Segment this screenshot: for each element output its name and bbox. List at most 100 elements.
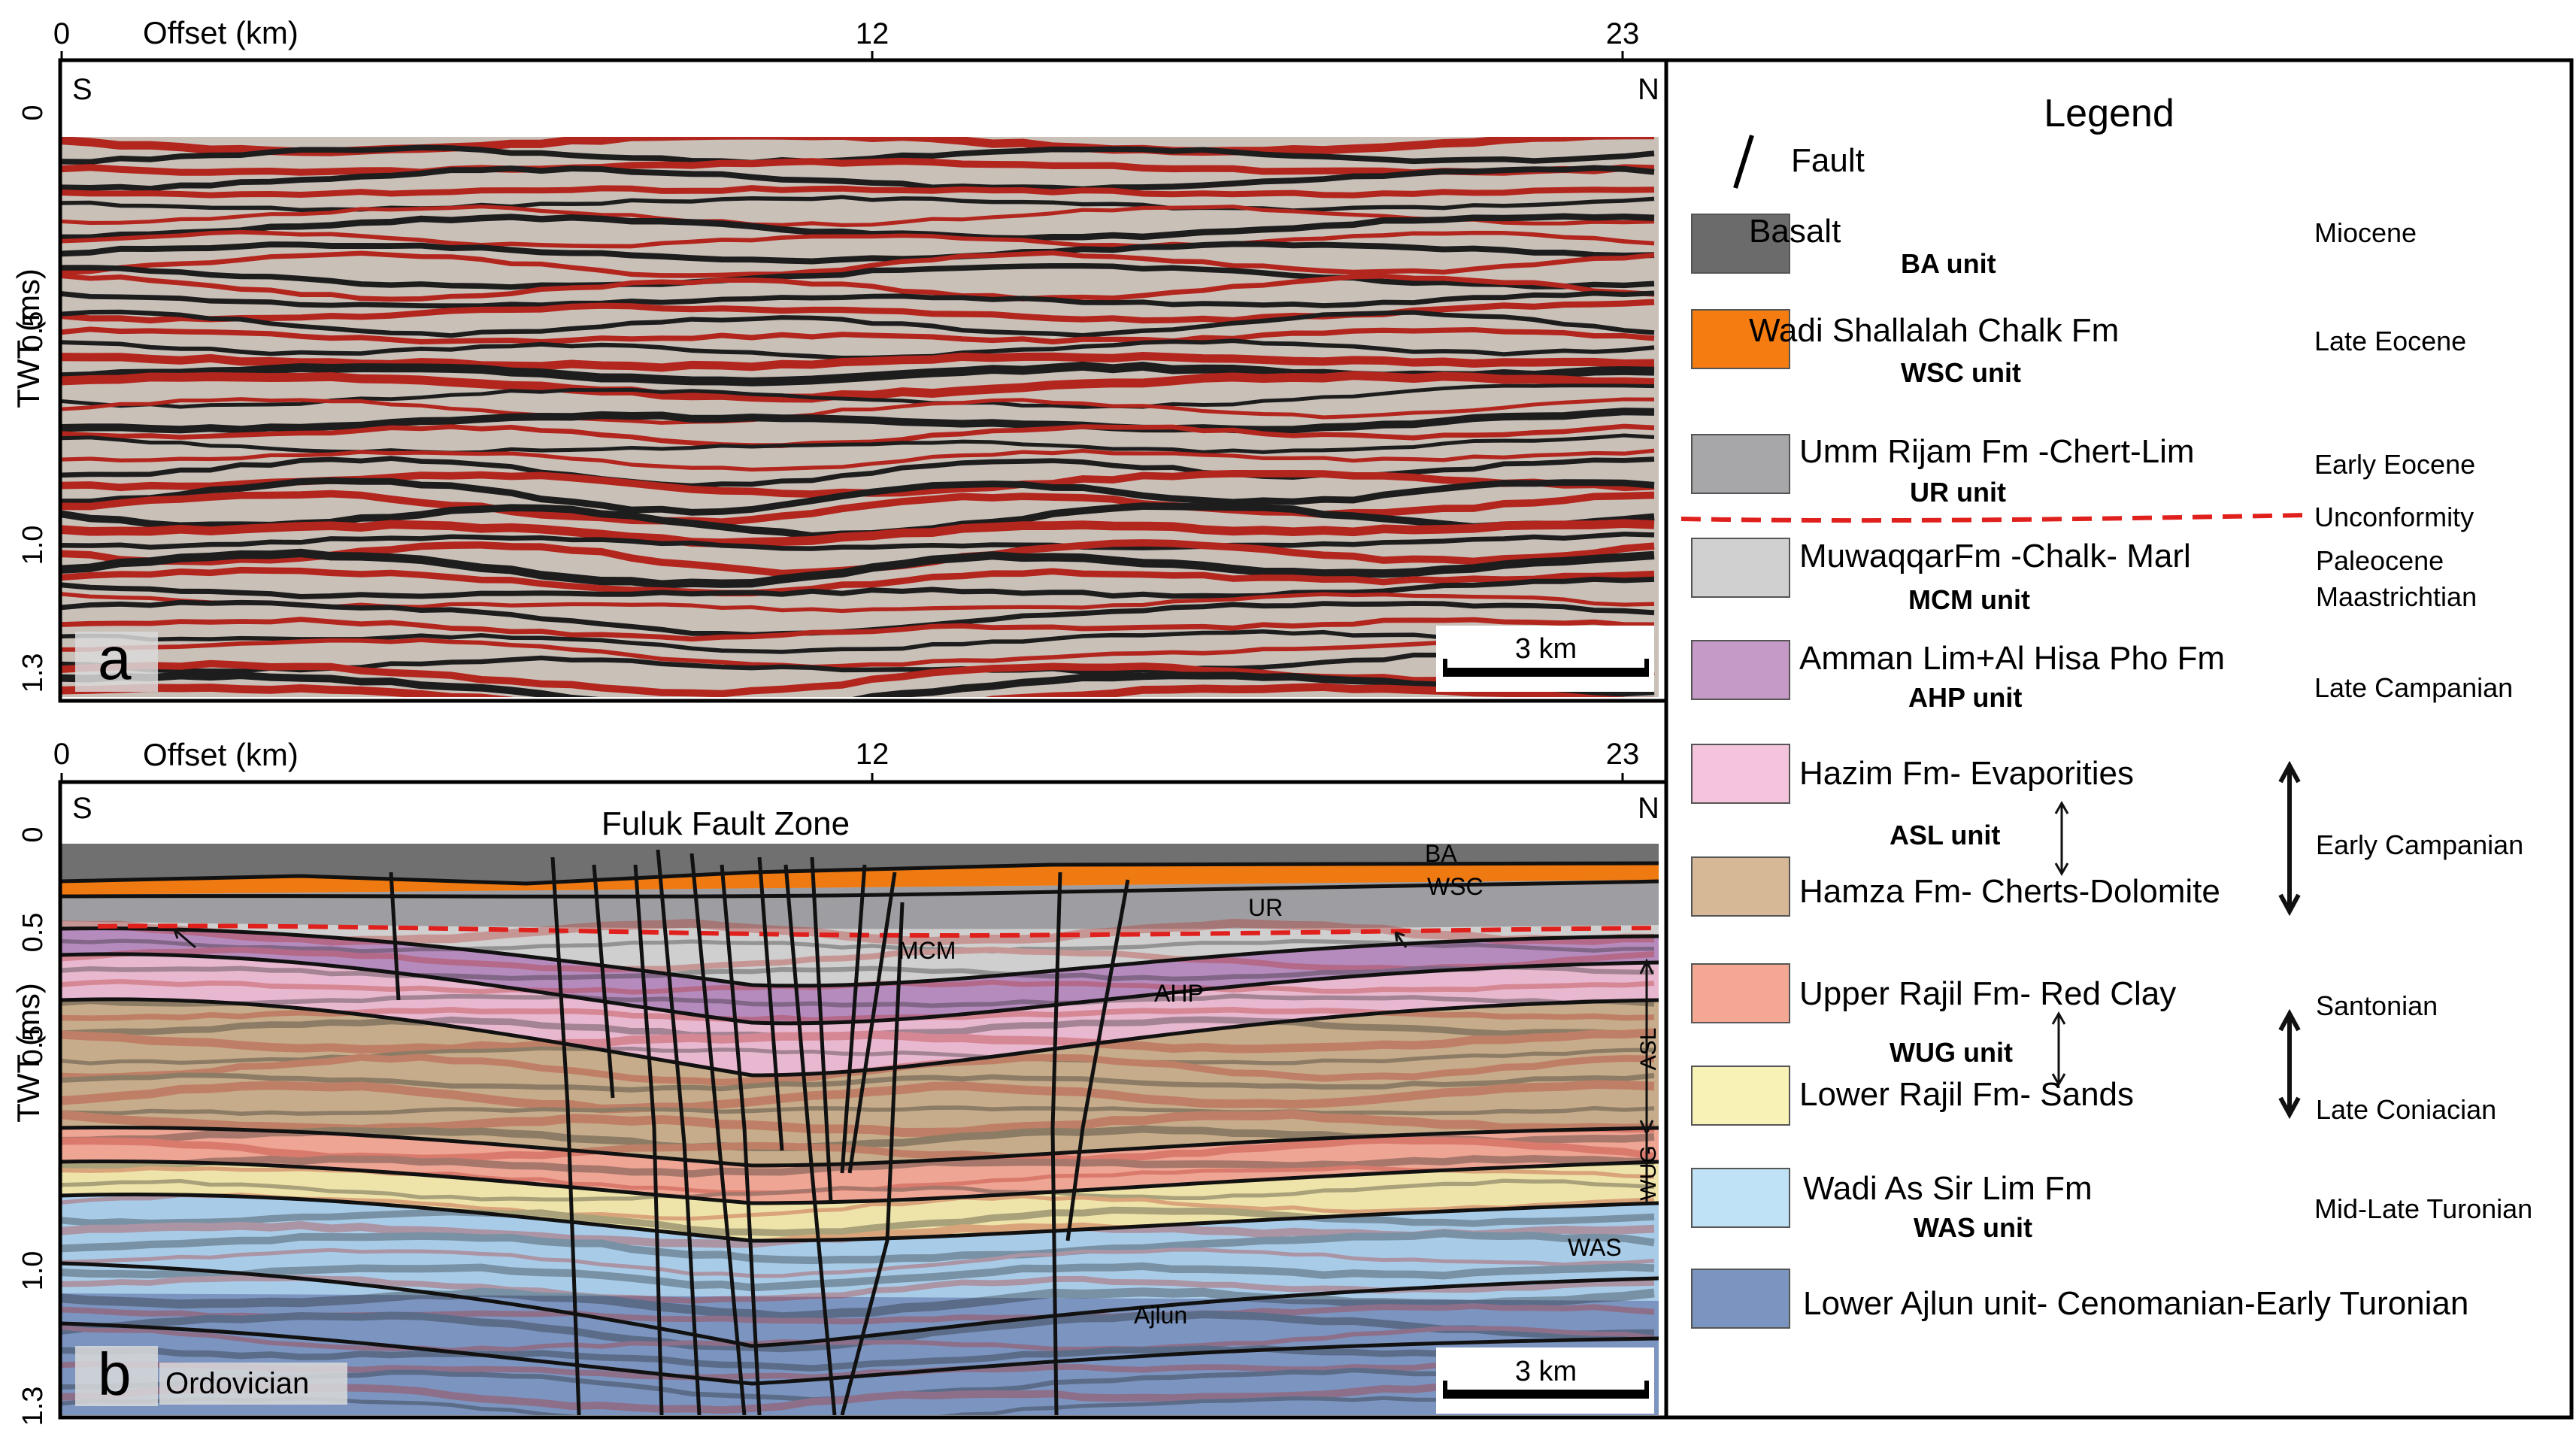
horizon-label-ur: UR <box>1248 894 1283 921</box>
seismic-reflector <box>60 309 1655 338</box>
horizon-upper-rajil-top <box>60 1125 1659 1168</box>
legend-item-wsc: Wadi Shallalah Chalk Fm WSC unit Late Eo… <box>1691 309 2466 388</box>
seismic-reflector <box>60 250 1655 278</box>
panel-b-letter: b <box>98 1341 132 1408</box>
fault <box>840 902 905 1415</box>
asl-side-label: ASL <box>1636 1028 1661 1071</box>
asl-legend-arrow <box>2054 800 2069 877</box>
panel-b: 0 Offset (km) 12 23 TWT (ms) 0 0.5 0.5 1… <box>11 737 1668 1426</box>
seismic-reflector <box>60 636 1655 669</box>
seismic-reflector <box>60 1165 1655 1195</box>
panel-b-tick-y-13: 1.3 <box>17 1387 49 1426</box>
panel-b-time-label: TWT (ms) <box>11 983 46 1123</box>
fault <box>840 864 867 1174</box>
legend-item-lower-rajil: Lower Rajil Fm- Sands <box>1691 1066 2134 1126</box>
legend-item-hazim: Hazim Fm- Evaporities <box>1691 744 2134 804</box>
panel-a-tick-y-13: 1.3 <box>17 653 49 693</box>
panel-b-title: Fuluk Fault Zone <box>602 805 850 842</box>
seismic-reflector <box>60 273 1655 302</box>
fault <box>810 856 833 1204</box>
legend-item-hamza: Hamza Fm- Cherts-Dolomite <box>1691 856 2220 917</box>
legend-swatch <box>1691 1168 1790 1228</box>
seismic-reflector <box>60 671 1655 697</box>
legend-swatch <box>1691 214 1790 274</box>
panel-a-time-label: TWT (ms) <box>11 268 46 408</box>
legend-item-name: Hazim Fm- Evaporities <box>1799 755 2134 792</box>
seismic-reflector <box>60 1154 1655 1178</box>
panel-b-scale-label: 3 km <box>1515 1356 1577 1387</box>
horizon-label-mcm: MCM <box>899 937 956 964</box>
wug-side-label: WUG <box>1636 1145 1661 1200</box>
horizon-label-ajlun: Ajlun <box>1134 1302 1187 1329</box>
legend-asl-unit: ASL unit <box>1890 820 2000 850</box>
seismic-reflector <box>60 241 1655 265</box>
panel-b-offset-label: Offset (km) <box>143 737 299 772</box>
panel-a-scale-bar <box>1444 668 1648 677</box>
seismic-reflector <box>60 1287 1655 1322</box>
legend-wug-age-top: Santonian <box>2316 990 2438 1021</box>
legend-item-name: Wadi Shallalah Chalk Fm <box>1749 312 2119 349</box>
horizon-ajlun-top <box>60 1261 1659 1348</box>
legend-item-ahp: Amman Lim+Al Hisa Pho Fm AHP unit Late C… <box>1691 640 2513 713</box>
seismic-reflector <box>60 477 1655 516</box>
legend-item-name: Amman Lim+Al Hisa Pho Fm <box>1799 640 2225 677</box>
seismic-reflector <box>60 213 1655 242</box>
legend-item-was: Wadi As Sir Lim Fm WAS unit Mid-Late Tur… <box>1691 1168 2532 1243</box>
horizon-wsc-base <box>60 879 1659 899</box>
panel-a-tick-y-10: 1.0 <box>17 526 49 565</box>
legend-item-name: Wadi As Sir Lim Fm <box>1803 1170 2093 1207</box>
panel-a-scale-label: 3 km <box>1515 633 1577 665</box>
panel-b-interpretation <box>60 844 1659 1415</box>
fault <box>592 864 615 1099</box>
seismic-reflector <box>60 1247 1655 1278</box>
panel-b-sky <box>60 782 1659 851</box>
panel-b-tick-y-0: 0 <box>17 826 49 842</box>
legend-asl-age: Early Campanian <box>2316 829 2523 860</box>
legend-swatch <box>1691 434 1790 494</box>
legend-item-unit: UR unit <box>1910 477 2006 508</box>
legend-item-name: Lower Rajil Fm- Sands <box>1799 1076 2134 1113</box>
legend-unconformity-line <box>1680 513 2309 523</box>
seismic-reflector <box>60 490 1655 526</box>
seismic-reflector <box>60 1136 1655 1164</box>
panel-b-tick-y-10: 1.0 <box>17 1251 49 1291</box>
seismic-reflector <box>60 165 1655 192</box>
seismic-reflector <box>60 185 1655 199</box>
seismic-reflector <box>60 617 1655 642</box>
panel-a-tick-x-23: 23 <box>1606 17 1640 50</box>
legend-item-ajlun: Lower Ajlun unit- Cenomanian-Early Turon… <box>1691 1269 2468 1329</box>
seismic-reflector <box>60 1028 1655 1054</box>
legend-item-age: Late Eocene <box>2314 326 2466 356</box>
horizon-hazim-base <box>60 997 1659 1078</box>
fault-legend-icon <box>1733 135 1754 189</box>
fault <box>656 849 702 1415</box>
fault <box>783 864 837 1415</box>
seismic-reflector <box>60 1072 1655 1093</box>
legend-item-age: Early Eocene <box>2314 449 2475 480</box>
seismic-reflector <box>60 1178 1655 1202</box>
seismic-reflector <box>60 408 1655 434</box>
panel-a-letter-box <box>75 632 158 692</box>
seismic-reflector <box>60 1016 1655 1041</box>
legend-unconformity-label: Unconformity <box>2314 502 2474 532</box>
seismic-reflector <box>60 1325 1655 1354</box>
legend-swatch <box>1691 963 1790 1023</box>
seismic-reflector <box>60 433 1655 455</box>
panel-b-south-label: S <box>72 792 92 825</box>
horizon-was-top <box>60 1192 1659 1243</box>
seismic-reflector <box>60 423 1655 448</box>
panel-a-north-label: N <box>1638 73 1659 106</box>
seismic-reflector <box>60 1125 1655 1152</box>
seismic-reflector <box>60 371 1655 403</box>
fault <box>847 872 897 1174</box>
seismic-reflector <box>60 1344 1655 1372</box>
legend-frame <box>1664 58 2574 1420</box>
horizon-lower-rajil-top <box>60 1160 1659 1205</box>
panel-b-tick-x-23: 23 <box>1606 738 1640 771</box>
offset-arrow <box>1394 931 1408 948</box>
seismic-reflector <box>60 195 1655 213</box>
panel-b-north-label: N <box>1638 792 1659 825</box>
legend: Legend Fault Basalt BA unit Miocene Wadi… <box>1664 58 2574 1420</box>
seismic-reflector <box>60 1080 1655 1114</box>
legend-item-age-2: Maastrichtian <box>2316 581 2477 612</box>
